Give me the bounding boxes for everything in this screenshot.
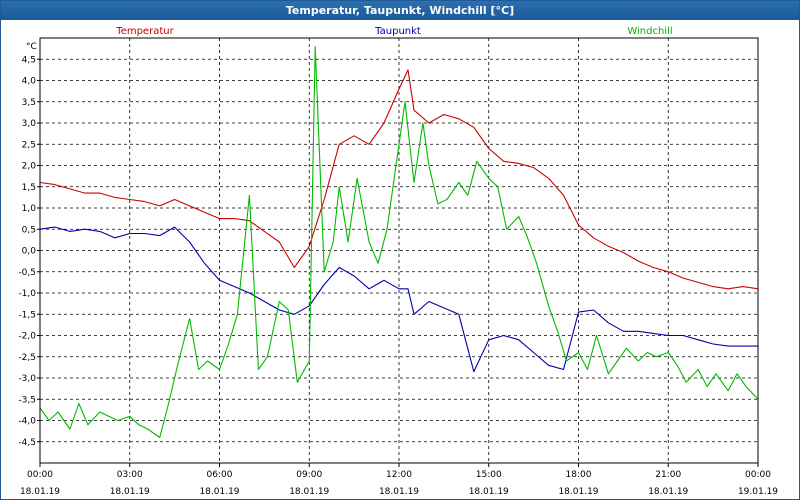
y-tick-label: -1,5 xyxy=(18,310,36,320)
y-tick-label: -2,0 xyxy=(18,332,36,342)
y-tick-label: 2,5 xyxy=(22,140,36,150)
y-tick-label: 4,0 xyxy=(22,77,37,87)
x-tick-time: 00:00 xyxy=(745,470,771,480)
x-tick-time: 15:00 xyxy=(476,470,502,480)
y-tick-label: -4,5 xyxy=(18,438,36,448)
x-tick-time: 12:00 xyxy=(386,470,412,480)
x-tick-time: 18:00 xyxy=(566,470,592,480)
y-tick-label: -2,5 xyxy=(18,353,36,363)
x-tick-time: 00:00 xyxy=(27,470,53,480)
x-tick-date: 18.01.19 xyxy=(289,487,329,497)
y-tick-label: -0,5 xyxy=(18,268,36,278)
x-tick-date: 18.01.19 xyxy=(469,487,509,497)
y-tick-label: 0,0 xyxy=(22,247,37,257)
x-tick-time: 21:00 xyxy=(655,470,681,480)
x-tick-date: 19.01.19 xyxy=(738,487,778,497)
x-tick-date: 18.01.19 xyxy=(20,487,60,497)
y-tick-label: 3,0 xyxy=(22,119,37,129)
x-tick-date: 18.01.19 xyxy=(199,487,239,497)
legend-temperatur: Temperatur xyxy=(115,26,174,37)
series-lines xyxy=(39,45,759,439)
window-title: Temperatur, Taupunkt, Windchill [°C] xyxy=(1,1,799,20)
series-line-taupunkt xyxy=(39,226,758,373)
y-tick-label: 0,5 xyxy=(22,225,36,235)
legend-taupunkt: Taupunkt xyxy=(374,26,421,37)
plot-frame xyxy=(39,37,759,464)
y-axis-unit-label: °C xyxy=(26,42,37,52)
x-tick-time: 06:00 xyxy=(207,470,233,480)
series-line-temperatur xyxy=(39,69,759,290)
grid xyxy=(40,38,758,463)
y-tick-label: -1,0 xyxy=(18,289,36,299)
y-tick-label: 1,5 xyxy=(22,183,36,193)
tick-labels: 4,5 4,0 3,5 3,0 2,5 2,0 1,5 1,0 0,5 0,0 -0,5 -1,0 -1… xyxy=(18,26,778,497)
y-tick-label: -3,0 xyxy=(18,374,36,384)
legend-windchill: Windchill xyxy=(627,26,672,37)
x-tick-date: 18.01.19 xyxy=(379,487,419,497)
y-tick-label: -4,0 xyxy=(18,417,36,427)
series-line-windchill xyxy=(39,45,759,439)
x-tick-time: 09:00 xyxy=(296,470,322,480)
x-tick-date: 18.01.19 xyxy=(110,487,150,497)
x-tick-date: 18.01.19 xyxy=(648,487,688,497)
y-tick-label: -3,5 xyxy=(18,395,36,405)
y-tick-label: 4,5 xyxy=(22,55,36,65)
y-tick-label: 1,0 xyxy=(22,204,37,214)
axes xyxy=(37,37,759,467)
y-tick-label: 2,0 xyxy=(22,162,37,172)
y-tick-label: 3,5 xyxy=(22,98,36,108)
x-tick-time: 03:00 xyxy=(117,470,143,480)
x-tick-date: 18.01.19 xyxy=(558,487,598,497)
